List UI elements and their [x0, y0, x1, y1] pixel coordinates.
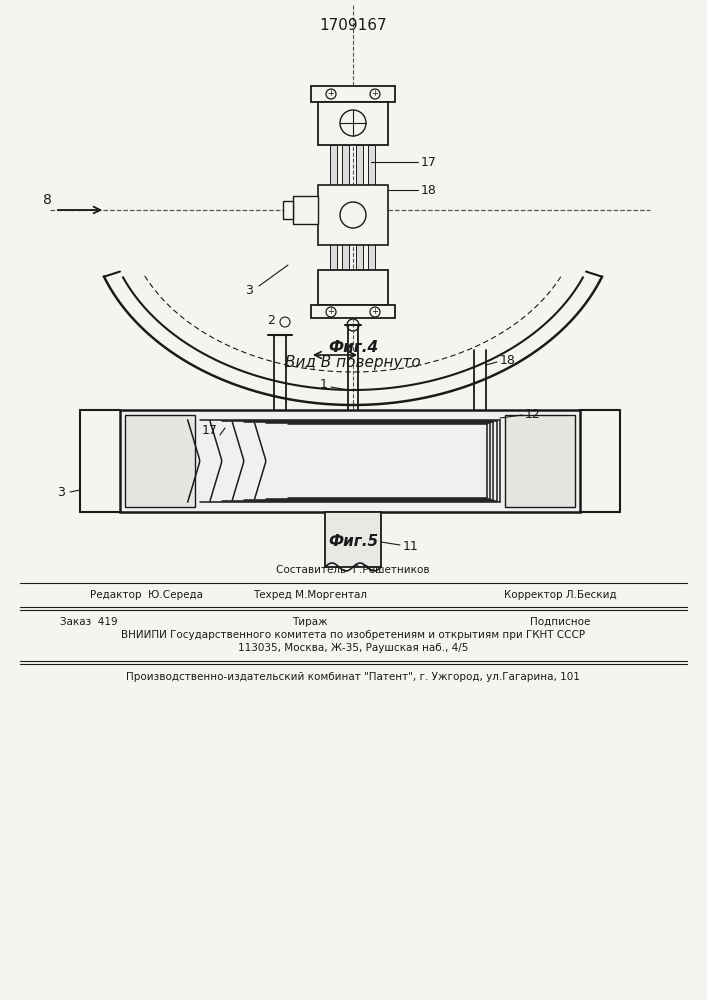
Text: 18: 18 — [421, 184, 437, 196]
Text: 17: 17 — [421, 155, 437, 168]
Bar — [311, 86, 395, 102]
Bar — [120, 410, 580, 512]
Text: 3: 3 — [245, 284, 253, 296]
Bar — [342, 145, 349, 270]
Text: ВНИИПИ Государственного комитета по изобретениям и открытиям при ГКНТ СССР: ВНИИПИ Государственного комитета по изоб… — [121, 630, 585, 640]
Text: Фиг.4: Фиг.4 — [328, 340, 378, 356]
Text: Тираж: Тираж — [292, 617, 328, 627]
Bar — [293, 196, 318, 224]
Text: Техред М.Моргентал: Техред М.Моргентал — [253, 590, 367, 600]
Text: 18: 18 — [500, 354, 516, 366]
Bar — [318, 270, 388, 305]
Text: 12: 12 — [525, 408, 541, 422]
Bar — [125, 415, 195, 507]
Bar — [318, 185, 388, 245]
Bar — [505, 415, 575, 507]
Text: 8: 8 — [42, 193, 52, 207]
Text: Вид В повернуто: Вид В повернуто — [285, 355, 421, 369]
Text: Производственно-издательский комбинат "Патент", г. Ужгород, ул.Гагарина, 101: Производственно-издательский комбинат "П… — [126, 672, 580, 682]
Bar — [283, 201, 293, 219]
Bar — [330, 145, 337, 270]
Text: +: + — [327, 308, 334, 316]
Text: Подписное: Подписное — [530, 617, 590, 627]
Text: 3: 3 — [57, 486, 65, 498]
Bar — [311, 305, 395, 318]
Bar — [356, 145, 363, 270]
Text: Составитель  Г.Решетников: Составитель Г.Решетников — [276, 565, 430, 575]
Text: Редактор  Ю.Середа: Редактор Ю.Середа — [90, 590, 203, 600]
Text: 1: 1 — [320, 378, 328, 391]
Text: Фиг.5: Фиг.5 — [328, 534, 378, 550]
Text: 1709167: 1709167 — [319, 17, 387, 32]
Text: +: + — [372, 308, 378, 316]
Bar — [318, 102, 388, 145]
Text: 11: 11 — [403, 540, 419, 554]
Text: +: + — [327, 90, 334, 99]
Text: Корректор Л.Бескид: Корректор Л.Бескид — [503, 590, 617, 600]
Text: 113035, Москва, Ж-35, Раушская наб., 4/5: 113035, Москва, Ж-35, Раушская наб., 4/5 — [238, 643, 468, 653]
Text: +: + — [372, 90, 378, 99]
Text: Заказ  419: Заказ 419 — [60, 617, 117, 627]
Bar — [325, 512, 381, 567]
Bar — [368, 145, 375, 270]
Text: 2: 2 — [267, 314, 275, 326]
Text: 17: 17 — [202, 424, 218, 436]
